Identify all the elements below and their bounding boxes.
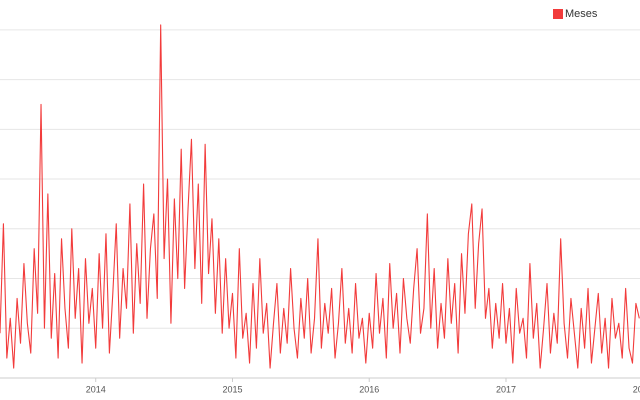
x-tick-label: 2015 bbox=[222, 384, 242, 394]
x-tick-label: 2014 bbox=[86, 384, 106, 394]
legend-text: Meses bbox=[565, 8, 598, 20]
x-tick-label: 2017 bbox=[496, 384, 516, 394]
data-line bbox=[0, 24, 640, 369]
x-tick-label: 2016 bbox=[359, 384, 379, 394]
legend-swatch bbox=[553, 9, 563, 19]
x-tick-label: 2018 bbox=[633, 384, 640, 394]
